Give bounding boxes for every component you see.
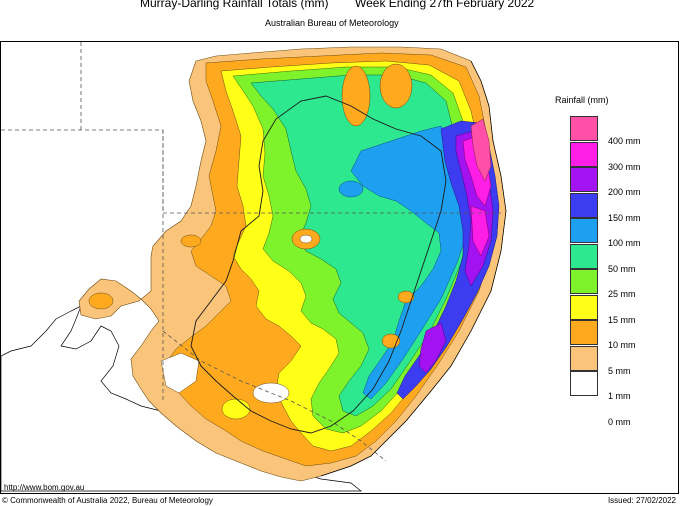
rain-patch-south-1 — [221, 398, 251, 420]
rain-patch-central-1 — [338, 180, 364, 198]
map-title-period: Week Ending 27th February 2022 — [355, 0, 535, 10]
rainfall-map-svg — [1, 42, 678, 493]
rain-area-150mm-south — [418, 322, 447, 374]
state-border-nsw-vic — [162, 330, 387, 462]
map-subtitle-agency: Australian Bureau of Meteorology — [265, 18, 399, 28]
rain-area-300mm — [470, 118, 492, 182]
state-border-qld-nsw — [1, 129, 501, 214]
east-coastline — [320, 60, 507, 477]
rain-patch-north-1 — [341, 65, 371, 127]
rainfall-map — [0, 41, 679, 494]
rain-patch-west-2 — [88, 292, 114, 310]
rain-patch-east-1 — [397, 290, 415, 304]
rain-patch-north-2 — [379, 63, 413, 109]
source-url[interactable]: http://www.bom.gov.au — [4, 483, 85, 492]
rain-patch-west-1 — [180, 234, 202, 248]
rain-patch-inland-1-core — [299, 234, 313, 244]
basin-boundary — [190, 95, 447, 434]
rain-area-200mm-mid — [470, 205, 490, 257]
map-title-main: Murray-Darling Rainfall Totals (mm) — [140, 0, 329, 10]
copyright-notice: © Commonwealth of Australia 2022, Bureau… — [2, 496, 213, 505]
map-title: Murray-Darling Rainfall Totals (mm) Week… — [0, 0, 680, 12]
rain-patch-south-dry — [252, 382, 290, 404]
dry-area-south-west — [160, 352, 200, 394]
issued-date: Issued: 27/02/2022 — [607, 496, 676, 505]
